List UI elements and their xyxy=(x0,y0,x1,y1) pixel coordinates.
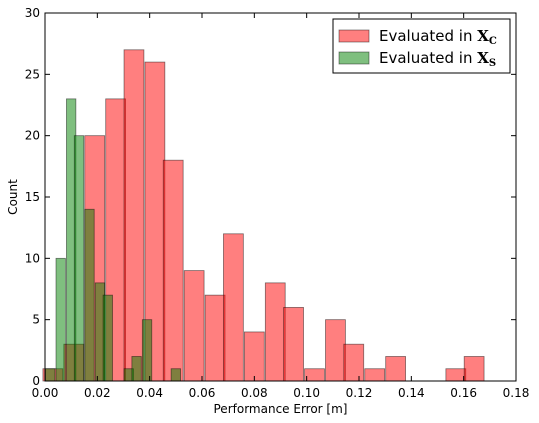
legend-symbol: X xyxy=(477,27,489,45)
bar-series-s xyxy=(170,368,181,382)
bar-series-s xyxy=(141,319,153,382)
bar-series-c xyxy=(385,356,406,382)
x-axis-ticks: 0.00 0.02 0.04 0.06 0.08 0.10 0.12 0.14 0.16 0.18 xyxy=(32,13,530,400)
x-axis-label: Performance Error [m] xyxy=(214,402,348,416)
bar-series-c xyxy=(304,368,325,382)
bar-series-c xyxy=(364,368,386,382)
x-tick-label: 0.14 xyxy=(398,386,425,400)
legend-swatch-s xyxy=(338,51,370,65)
x-tick-label: 0.12 xyxy=(346,386,373,400)
bar-series-c xyxy=(445,368,467,382)
bar-series-c xyxy=(283,306,304,382)
x-tick-label: 0.10 xyxy=(293,386,320,400)
y-tick-label: 0 xyxy=(32,374,40,388)
x-tick-label: 0.00 xyxy=(32,386,59,400)
y-tick-label: 20 xyxy=(25,129,40,143)
series-s-bars xyxy=(45,98,181,382)
y-tick-label: 5 xyxy=(32,313,40,327)
bar-series-c xyxy=(204,294,226,382)
y-axis-label: Count xyxy=(6,179,20,215)
legend-swatch-c xyxy=(338,29,370,43)
y-tick-label: 30 xyxy=(25,6,40,20)
legend-subscript: C xyxy=(489,36,497,47)
x-tick-label: 0.06 xyxy=(189,386,216,400)
y-axis-ticks: 0 5 10 15 20 25 30 xyxy=(25,6,516,388)
bar-series-c xyxy=(183,270,205,382)
legend-label-s: Evaluated in XS xyxy=(379,49,496,69)
bar-series-c xyxy=(123,49,145,382)
legend-prefix: Evaluated in xyxy=(379,49,477,67)
x-tick-label: 0.04 xyxy=(136,386,163,400)
bar-series-c xyxy=(223,233,244,382)
bar-series-s xyxy=(73,135,85,382)
bar-series-s xyxy=(55,257,66,382)
legend-prefix: Evaluated in xyxy=(379,27,477,45)
bar-series-c xyxy=(463,356,485,382)
y-tick-label: 10 xyxy=(25,251,40,265)
x-tick-label: 0.02 xyxy=(84,386,111,400)
legend-symbol: X xyxy=(477,49,489,67)
bar-series-c xyxy=(264,282,286,382)
bar-series-s xyxy=(84,208,95,382)
y-tick-label: 25 xyxy=(25,67,40,81)
bar-series-s xyxy=(102,294,113,382)
bar-series-c xyxy=(325,319,346,382)
bar-series-c xyxy=(162,159,184,382)
x-tick-label: 0.08 xyxy=(241,386,268,400)
x-tick-label: 0.18 xyxy=(503,386,530,400)
legend-subscript: S xyxy=(489,58,496,69)
bar-series-s xyxy=(131,356,142,382)
bar-series-c xyxy=(243,331,265,382)
bar-series-c xyxy=(343,343,365,382)
x-tick-label: 0.16 xyxy=(450,386,477,400)
legend-label-c: Evaluated in XC xyxy=(379,27,497,47)
y-tick-label: 15 xyxy=(25,190,40,204)
bar-series-s xyxy=(45,368,56,382)
